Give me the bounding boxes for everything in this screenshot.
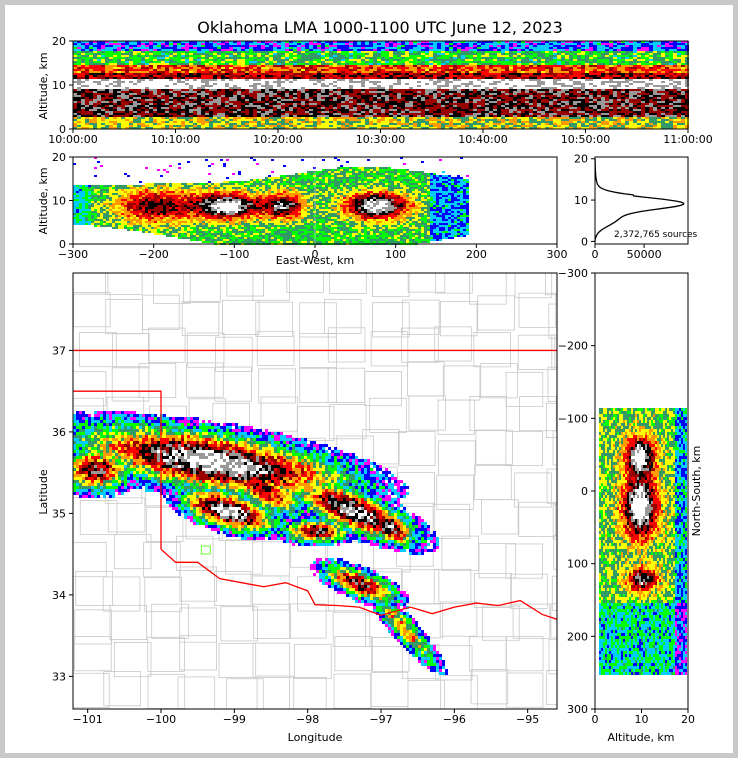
plan-xtick-label: −98 — [296, 713, 319, 726]
plan-xtick-label: −100 — [146, 713, 176, 726]
ew-xtick-label: −100 — [219, 248, 249, 261]
plan-xtick-label: −99 — [223, 713, 246, 726]
ns-xtick-label: 0 — [592, 713, 599, 726]
ew-xtick-label: 200 — [466, 248, 487, 261]
ew-xtick-label: 100 — [385, 248, 406, 261]
ns-xlabel: Altitude, km — [607, 731, 674, 744]
plan-xtick-label: −101 — [73, 713, 103, 726]
time-xtick-label: 10:20:00 — [253, 133, 302, 146]
time-xtick-label: 10:40:00 — [458, 133, 507, 146]
state-boundaries — [73, 349, 557, 620]
time-xtick-label: 10:10:00 — [151, 133, 200, 146]
ns-ylabel: North-South, km — [690, 446, 703, 537]
hist-ytick-label: 10 — [574, 194, 588, 207]
plan-xtick-label: −95 — [516, 713, 539, 726]
plan-panel-axes-frame — [72, 272, 558, 710]
ns-ytick-label: −300 — [558, 267, 588, 280]
ns-ytick-label: −100 — [558, 412, 588, 425]
ew-xtick-label: −300 — [58, 248, 88, 261]
altitude-histogram-curve — [594, 158, 685, 242]
time-xtick-label: 11:00:00 — [663, 133, 712, 146]
plan-xlabel: Longitude — [288, 731, 343, 744]
ew-xtick-label: 0 — [312, 248, 319, 261]
lightning-density-map — [73, 411, 448, 675]
plan-ytick-label: 35 — [52, 507, 66, 520]
ns-xtick-label: 20 — [681, 713, 695, 726]
plan-ytick-label: 33 — [52, 670, 66, 683]
plan-ytick-label: 37 — [52, 344, 66, 357]
ns-ytick-label: −200 — [558, 340, 588, 353]
chart-title: Oklahoma LMA 1000-1100 UTC June 12, 2023 — [197, 18, 563, 37]
ew-xtick-label: −200 — [139, 248, 169, 261]
hist-ytick-label: 20 — [574, 153, 588, 166]
ew-panel-xlabel: East-West, km — [276, 254, 354, 267]
time-xtick-label: 10:50:00 — [561, 133, 610, 146]
plan-ytick-label: 34 — [52, 589, 66, 602]
ew-panel-ylabel: Altitude, km — [37, 167, 50, 234]
ns-altitude-panel: 0 10 20 −300 −200 −100 0 100 200 300 — [558, 267, 695, 726]
time-ytick-label: 20 — [52, 35, 66, 48]
plan-xtick-label: −97 — [369, 713, 392, 726]
ns-ytick-label: 100 — [567, 558, 588, 571]
time-ytick-label: 0 — [59, 123, 66, 136]
ns-ytick-label: 300 — [567, 703, 588, 716]
hist-xtick-label: 50000 — [627, 248, 662, 261]
ns-ytick-label: 200 — [567, 630, 588, 643]
plan-ylabel: Latitude — [37, 469, 50, 515]
ew-xtick-label: 300 — [547, 248, 568, 261]
ew-ytick-label: 0 — [59, 238, 66, 251]
altitude-histogram-panel: 0 10 20 0 50000 — [574, 153, 689, 261]
hist-xtick-label: 0 — [592, 248, 599, 261]
ew-altitude-panel: 0 10 20 −300 −200 −100 0 100 200 300 — [52, 151, 568, 261]
ns-xtick-label: 10 — [635, 713, 649, 726]
plan-xtick-label: −96 — [443, 713, 466, 726]
time-altitude-panel: 0 10 20 10:00:00 10:10:00 10:20:00 10:30:00 10:… — [48, 35, 712, 146]
hist-ytick-label: 0 — [581, 235, 588, 248]
highlight-outline — [200, 545, 211, 555]
ns-ytick-label: 0 — [581, 485, 588, 498]
time-xtick-label: 10:30:00 — [356, 133, 405, 146]
ew-ytick-label: 10 — [52, 195, 66, 208]
time-panel-ylabel: Altitude, km — [37, 52, 50, 119]
ew-ytick-label: 20 — [52, 151, 66, 164]
time-ytick-label: 10 — [52, 79, 66, 92]
plan-ytick-label: 36 — [52, 426, 66, 439]
time-xtick-label: 10:00:00 — [48, 133, 97, 146]
plan-view-panel: −101 −100 −99 −98 −97 −96 −95 33 34 35 36 37 — [52, 272, 558, 726]
hist-annotation: 2,372,765 sources — [614, 230, 698, 240]
